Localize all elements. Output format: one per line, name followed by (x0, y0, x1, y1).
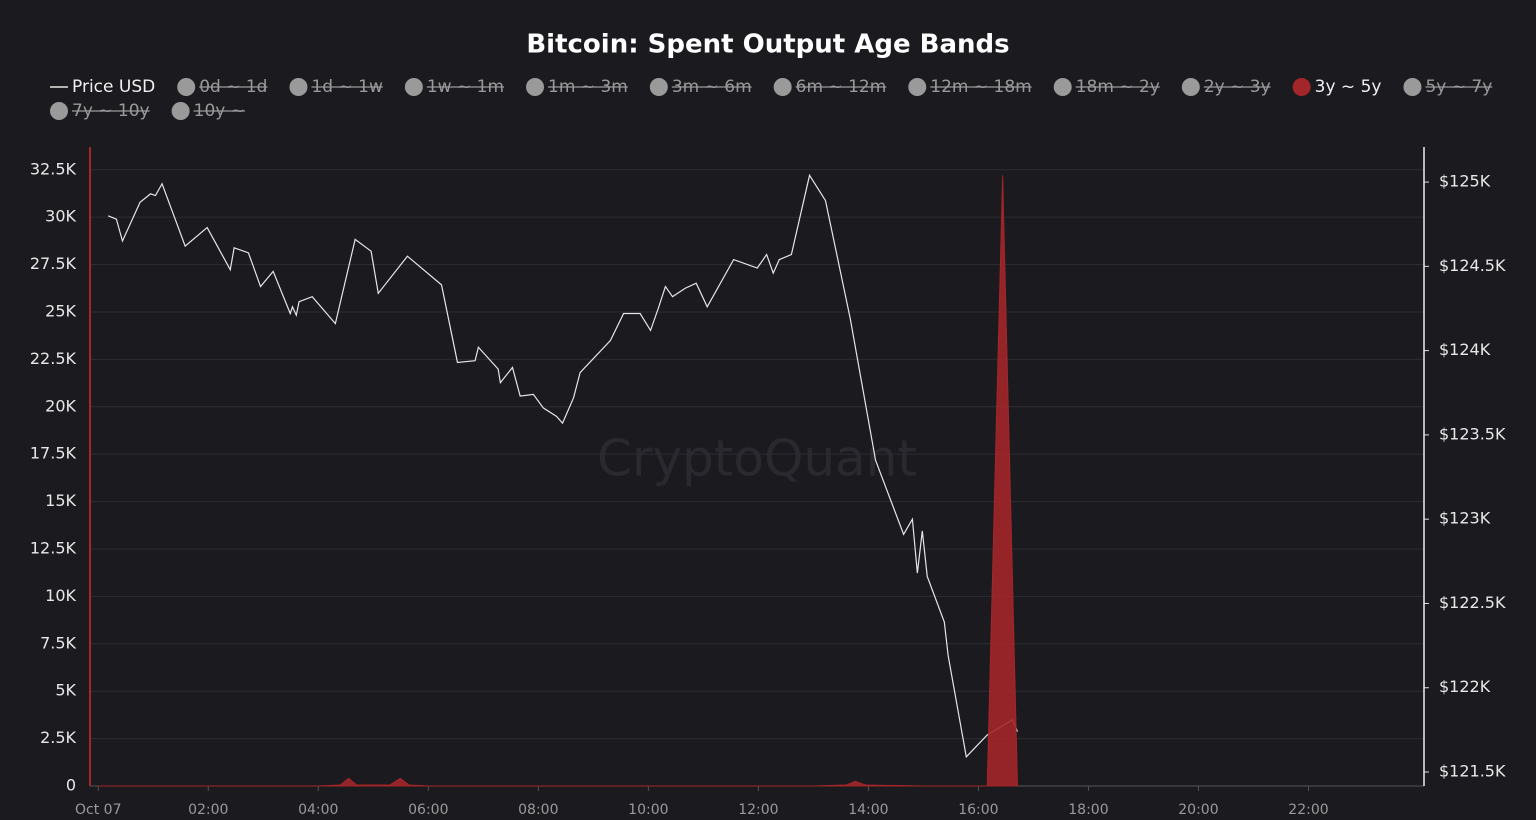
x-tick-label: 04:00 (298, 802, 338, 818)
y-tick-label: 7.5K (40, 633, 76, 652)
y2-tick-label: $123.5K (1439, 424, 1506, 443)
legend-icon[interactable] (171, 102, 190, 120)
legend-icon[interactable] (908, 78, 927, 96)
area (98, 175, 1018, 787)
x-tick-label: Oct 07 (75, 802, 121, 818)
chart-title: Bitcoin: Spent Output Age Bands (526, 30, 1009, 60)
watermark: CryptoQuant (597, 430, 917, 488)
y-tick-label: 27.5K (30, 254, 77, 273)
line (107, 173, 1019, 759)
y2-tick-label: $121.5K (1439, 762, 1506, 781)
y-tick-label: 22.5K (30, 349, 77, 368)
y2-tick-label: $122K (1439, 677, 1491, 696)
x-tick-label: 06:00 (408, 802, 448, 818)
legend-icon[interactable] (773, 78, 792, 96)
y-tick-label: 17.5K (30, 444, 77, 463)
y2-tick-label: $124.5K (1439, 256, 1506, 275)
x-tick-label: 10:00 (628, 802, 668, 818)
y2-tick-label: $122.5K (1439, 593, 1506, 612)
y-tick-label: 2.5K (40, 728, 76, 747)
y-tick-label: 32.5K (30, 159, 77, 178)
y2-tick-label: $125K (1439, 172, 1491, 191)
legend-label[interactable]: Price USD (72, 77, 155, 97)
legend-icon[interactable] (649, 78, 668, 96)
x-tick-label: 22:00 (1288, 802, 1328, 818)
legend-icon[interactable] (526, 78, 545, 96)
y-tick-label: 15K (45, 491, 76, 510)
y-tick-label: 10K (45, 586, 76, 605)
x-tick-label: 18:00 (1068, 802, 1108, 818)
x-tick-label: 16:00 (958, 802, 998, 818)
y-tick-label: 20K (45, 396, 76, 415)
x-tick-label: 02:00 (188, 802, 228, 818)
legend-icon[interactable] (289, 78, 308, 96)
x-tick-label: 08:00 (518, 802, 558, 818)
y-tick-label: 0 (66, 776, 76, 795)
legend-icon[interactable] (1403, 78, 1422, 96)
x-tick-label: 14:00 (848, 802, 888, 818)
x-tick-label: 12:00 (738, 802, 778, 818)
legend-icon[interactable] (1053, 78, 1072, 96)
legend-icon[interactable] (50, 102, 68, 120)
y2-tick-label: $123K (1439, 509, 1491, 528)
y-tick-label: 5K (55, 681, 76, 700)
y2-tick-label: $124K (1439, 340, 1491, 359)
legend-icon[interactable] (404, 78, 423, 96)
legend-label[interactable]: 3y ~ 5y (1315, 77, 1382, 97)
legend-icon[interactable] (1292, 78, 1311, 96)
y-tick-label: 25K (45, 301, 76, 320)
y-tick-label: 12.5K (30, 538, 77, 557)
legend-icon[interactable] (1181, 78, 1200, 96)
x-tick-label: 20:00 (1178, 802, 1218, 818)
legend-icon[interactable] (177, 78, 196, 96)
y-tick-label: 30K (45, 207, 76, 226)
